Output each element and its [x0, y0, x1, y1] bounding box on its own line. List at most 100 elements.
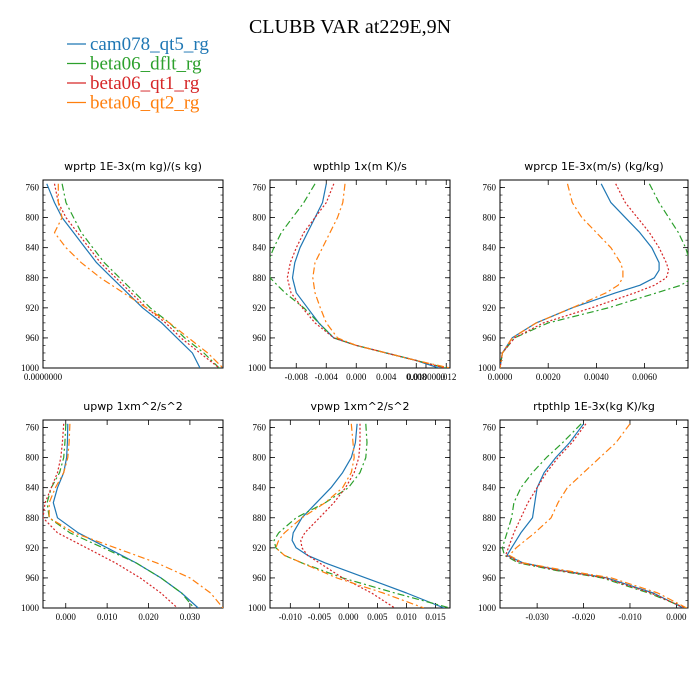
x-tick-label: -0.010: [618, 612, 642, 622]
y-tick-label: 1000: [21, 603, 40, 613]
x-tick-label: 0.000: [346, 372, 367, 382]
series-line-beta06_dflt_rg: [500, 183, 688, 368]
x-tick-label: 0.008: [406, 372, 427, 382]
legend-entry: beta06_qt2_rg: [67, 93, 200, 114]
plot-frame: [499, 179, 689, 369]
legend-entry: beta06_dflt_rg: [67, 54, 202, 75]
x-tick-label: 0.0040: [584, 372, 609, 382]
legend-label: beta06_qt2_rg: [90, 93, 200, 114]
panel-title: upwp 1xm^2/s^2: [83, 400, 183, 413]
plot-frame: [269, 419, 451, 609]
y-tick-label: 960: [483, 333, 497, 343]
y-tick-label: 880: [483, 513, 497, 523]
chart-panel: upwp 1xm^2/s^2 760 800 840 880 920 960 1000 0.00…: [21, 400, 224, 622]
panel-title: rtpthlp 1E-3x(kg K)/kg: [533, 400, 655, 413]
series-line-beta06_dflt_rg: [270, 183, 447, 368]
x-tick-label: -0.004: [315, 372, 339, 382]
series-line-beta06_qt2_rg: [275, 423, 425, 608]
series-line-beta06_qt2_rg: [508, 423, 687, 608]
x-tick-label: -0.030: [526, 612, 550, 622]
x-tick-label: 0.000: [338, 612, 359, 622]
chart-panel: wprtp 1E-3x(m kg)/(s kg) 760 800 840 880 920 9…: [21, 160, 446, 382]
chart-panel: wpthlp 1x(m K)/s 760 800 840 880 920 960 1000 -0…: [248, 160, 456, 382]
x-tick-label: 0.0020: [536, 372, 561, 382]
x-tick-label: -0.020: [572, 612, 596, 622]
y-tick-label: 760: [483, 423, 497, 433]
series-line-beta06_qt1_rg: [500, 183, 670, 368]
panel-title: wpthlp 1x(m K)/s: [313, 160, 407, 173]
series-group: [43, 423, 223, 608]
panel-title: wprcp 1E-3x(m/s) (kg/kg): [524, 160, 663, 173]
series-line-beta06_qt2_rg: [48, 423, 223, 608]
y-tick-label: 960: [483, 573, 497, 583]
x-tick-label: 0.015: [425, 612, 446, 622]
x-tick-label: 0.0100000: [407, 372, 446, 382]
y-tick-label: 1000: [21, 363, 40, 373]
series-line-cam078_qt5_rg: [500, 183, 660, 368]
legend-label: cam078_qt5_rg: [90, 34, 209, 55]
y-tick-label: 800: [253, 213, 267, 223]
y-tick-label: 880: [253, 273, 267, 283]
plot-frame: [499, 419, 689, 609]
x-tick-label: 0.0000: [488, 372, 513, 382]
y-tick-label: 800: [483, 213, 497, 223]
series-line-cam078_qt5_rg: [291, 423, 445, 608]
series-line-beta06_qt1_rg: [300, 423, 396, 608]
plot-frame: [269, 179, 451, 369]
series-line-cam078_qt5_rg: [291, 183, 439, 368]
series-line-beta06_qt2_rg: [53, 183, 223, 368]
y-tick-label: 760: [26, 423, 40, 433]
chart-panel: rtpthlp 1E-3x(kg K)/kg 760 800 840 880 920 960…: [478, 400, 689, 622]
y-tick-label: 1000: [248, 603, 267, 613]
y-tick-label: 840: [483, 243, 497, 253]
y-tick-label: 840: [483, 483, 497, 493]
y-tick-label: 1000: [478, 363, 497, 373]
series-line-beta06_qt1_rg: [505, 423, 686, 608]
y-tick-label: 800: [26, 453, 40, 463]
series-line-beta06_qt2_rg: [500, 183, 624, 368]
x-tick-label: 0.020: [138, 612, 159, 622]
figure-title: CLUBB VAR at229E,9N: [249, 16, 451, 38]
y-tick-label: 1000: [248, 363, 267, 373]
legend-entry: cam078_qt5_rg: [67, 34, 209, 55]
y-tick-label: 960: [26, 573, 40, 583]
series-line-beta06_qt1_rg: [286, 183, 445, 368]
x-tick-label: 0.005: [367, 612, 388, 622]
x-tick-label: 0.0000000: [24, 372, 63, 382]
y-tick-label: 840: [253, 243, 267, 253]
panel-title: wprtp 1E-3x(m kg)/(s kg): [64, 160, 202, 173]
y-tick-label: 840: [26, 483, 40, 493]
y-tick-label: 840: [253, 483, 267, 493]
legend-label: beta06_dflt_rg: [90, 54, 202, 75]
y-tick-label: 960: [26, 333, 40, 343]
series-line-beta06_dflt_rg: [61, 183, 220, 368]
y-tick-label: 960: [253, 333, 267, 343]
legend-entry: beta06_qt1_rg: [67, 73, 200, 94]
series-group: [273, 423, 450, 608]
y-tick-label: 800: [483, 453, 497, 463]
y-tick-label: 920: [253, 303, 267, 313]
x-tick-label: -0.010: [279, 612, 303, 622]
y-tick-label: 880: [253, 513, 267, 523]
series-line-beta06_qt1_rg: [53, 183, 220, 368]
y-tick-label: 920: [26, 303, 40, 313]
x-tick-label: 0.012: [436, 372, 456, 382]
y-tick-label: 920: [26, 543, 40, 553]
legend: cam078_qt5_rgbeta06_dflt_rgbeta06_qt1_rg…: [67, 34, 209, 114]
series-line-beta06_dflt_rg: [501, 423, 686, 608]
x-tick-label: 0.0060: [632, 372, 657, 382]
x-tick-label: 0.000: [56, 612, 77, 622]
y-tick-label: 920: [253, 543, 267, 553]
y-tick-label: 920: [483, 303, 497, 313]
series-line-cam078_qt5_rg: [46, 183, 201, 368]
plot-frame: [42, 419, 224, 609]
series-group: [270, 183, 450, 368]
y-tick-label: 1000: [478, 603, 497, 613]
series-line-beta06_dflt_rg: [273, 423, 450, 608]
series-line-beta06_dflt_rg: [46, 423, 195, 608]
chart-panel: wprcp 1E-3x(m/s) (kg/kg) 760 800 840 880 920 9…: [478, 160, 689, 382]
series-line-beta06_qt1_rg: [43, 423, 178, 608]
x-tick-label: 0.010: [97, 612, 118, 622]
y-tick-label: 880: [483, 273, 497, 283]
